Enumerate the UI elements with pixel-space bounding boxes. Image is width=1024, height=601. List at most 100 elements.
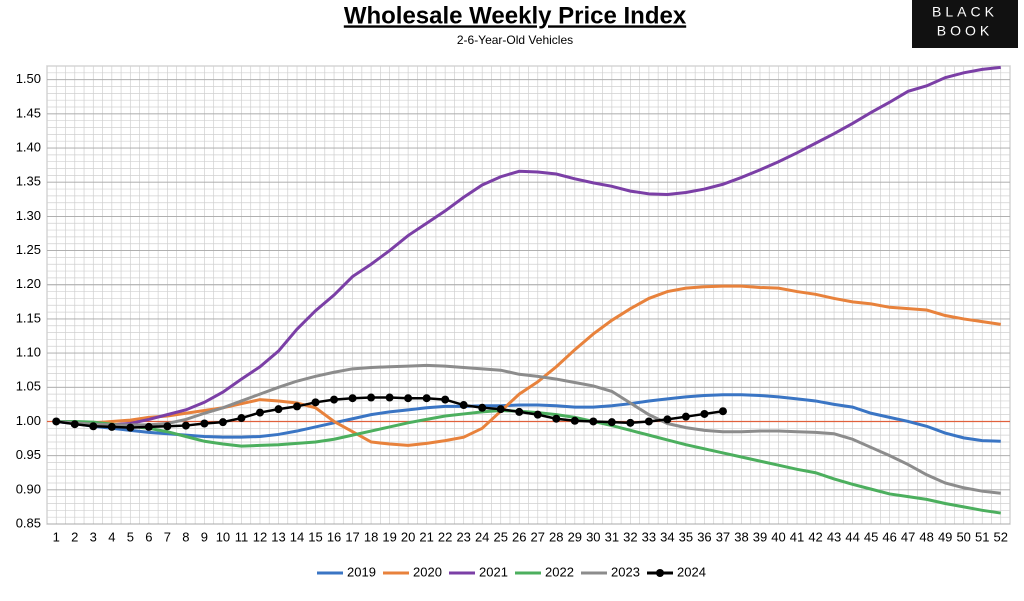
x-tick-label: 10 — [216, 529, 230, 544]
x-tick-label: 46 — [882, 529, 896, 544]
legend-label: 2019 — [347, 564, 376, 579]
data-point — [459, 401, 468, 410]
y-tick-label: 0.95 — [16, 447, 41, 462]
x-tick-label: 3 — [90, 529, 97, 544]
x-tick-label: 39 — [753, 529, 767, 544]
x-tick-label: 25 — [493, 529, 507, 544]
x-tick-label: 31 — [605, 529, 619, 544]
data-point — [293, 402, 302, 411]
x-tick-label: 44 — [845, 529, 859, 544]
x-tick-label: 17 — [345, 529, 359, 544]
y-tick-label: 0.85 — [16, 515, 41, 530]
y-tick-label: 1.45 — [16, 105, 41, 120]
data-point — [718, 407, 727, 416]
logo-box — [912, 0, 1018, 48]
data-point — [385, 393, 394, 402]
x-tick-label: 37 — [716, 529, 730, 544]
data-point — [126, 423, 135, 432]
series-line — [56, 65, 1001, 427]
x-tick-label: 9 — [201, 529, 208, 544]
chart-title: Wholesale Weekly Price Index — [344, 2, 687, 29]
x-tick-label: 32 — [623, 529, 637, 544]
data-point — [52, 417, 61, 426]
y-tick-label: 1.50 — [16, 71, 41, 86]
data-point — [681, 412, 690, 421]
y-tick-label: 1.40 — [16, 139, 41, 154]
x-tick-label: 27 — [531, 529, 545, 544]
x-tick-label: 48 — [919, 529, 933, 544]
x-tick-label: 1 — [53, 529, 60, 544]
y-tick-label: 1.35 — [16, 174, 41, 189]
y-tick-label: 1.00 — [16, 413, 41, 428]
data-point — [367, 393, 376, 402]
data-point — [570, 416, 579, 425]
data-point — [348, 394, 357, 403]
x-tick-label: 47 — [901, 529, 915, 544]
y-tick-label: 1.25 — [16, 242, 41, 257]
data-point — [200, 419, 209, 428]
logo-text: BOOK — [937, 23, 993, 39]
x-tick-label: 52 — [994, 529, 1008, 544]
x-tick-label: 14 — [290, 529, 304, 544]
data-point — [255, 408, 264, 417]
data-point — [274, 405, 283, 414]
series-line — [56, 393, 1001, 443]
x-tick-label: 8 — [182, 529, 189, 544]
x-tick-label: 4 — [108, 529, 115, 544]
data-point — [515, 407, 524, 416]
x-tick-label: 7 — [164, 529, 171, 544]
data-point — [422, 394, 431, 403]
data-point — [626, 418, 635, 427]
series-line — [56, 409, 1001, 515]
legend-label: 2020 — [413, 564, 442, 579]
data-point — [89, 422, 98, 431]
x-tick-label: 11 — [235, 529, 249, 544]
data-point — [607, 418, 616, 427]
legend-label: 2021 — [479, 564, 508, 579]
data-point — [144, 422, 153, 431]
x-tick-label: 16 — [327, 529, 341, 544]
x-tick-label: 34 — [660, 529, 674, 544]
legend-label: 2022 — [545, 564, 574, 579]
x-tick-label: 49 — [938, 529, 952, 544]
x-tick-label: 6 — [145, 529, 152, 544]
x-tick-label: 18 — [364, 529, 378, 544]
x-tick-label: 19 — [382, 529, 396, 544]
data-point — [181, 421, 190, 430]
x-tick-label: 24 — [475, 529, 489, 544]
data-point — [496, 405, 505, 414]
x-tick-label: 5 — [127, 529, 134, 544]
x-tick-label: 51 — [975, 529, 989, 544]
data-point — [311, 398, 320, 407]
data-point — [478, 403, 487, 412]
data-point — [330, 395, 339, 404]
y-tick-label: 0.90 — [16, 481, 41, 496]
x-tick-label: 23 — [456, 529, 470, 544]
data-point — [663, 415, 672, 424]
y-tick-label: 1.05 — [16, 379, 41, 394]
x-tick-label: 30 — [586, 529, 600, 544]
x-tick-label: 40 — [771, 529, 785, 544]
data-point — [552, 414, 561, 423]
x-tick-label: 45 — [864, 529, 878, 544]
data-point — [644, 417, 653, 426]
data-point — [533, 410, 542, 419]
data-point — [700, 409, 709, 418]
x-tick-label: 35 — [679, 529, 693, 544]
legend-label: 2024 — [677, 564, 706, 579]
series-line — [56, 363, 1001, 495]
data-point — [441, 395, 450, 404]
x-tick-label: 28 — [549, 529, 563, 544]
x-tick-label: 43 — [827, 529, 841, 544]
x-tick-label: 26 — [512, 529, 526, 544]
x-tick-label: 50 — [956, 529, 970, 544]
chart-subtitle: 2-6-Year-Old Vehicles — [457, 33, 573, 47]
data-point — [218, 418, 227, 427]
data-point — [70, 420, 79, 429]
data-point — [163, 422, 172, 431]
data-point — [237, 414, 246, 423]
x-tick-label: 15 — [308, 529, 322, 544]
data-point — [107, 422, 116, 431]
x-tick-label: 29 — [568, 529, 582, 544]
